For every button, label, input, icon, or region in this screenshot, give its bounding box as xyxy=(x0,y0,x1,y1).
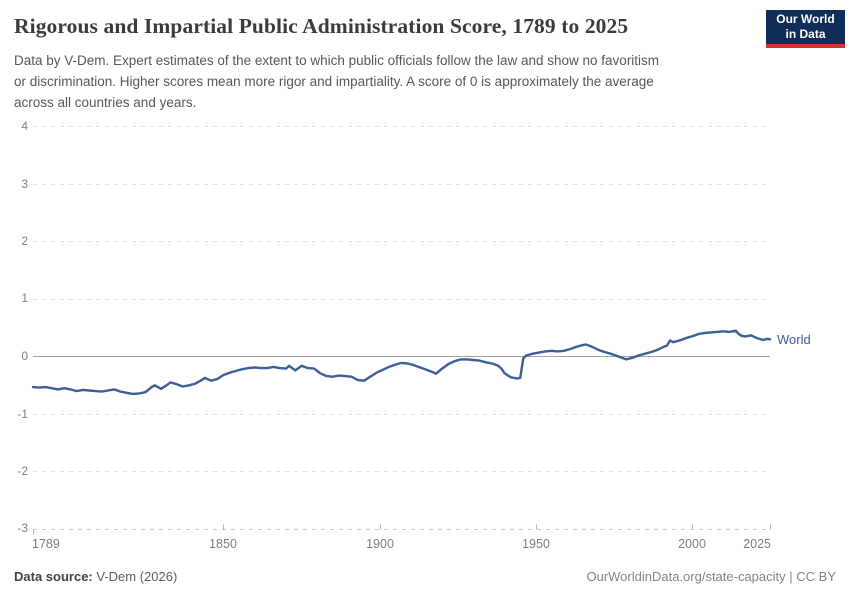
y-tick-label: -2 xyxy=(17,464,28,478)
license-badge[interactable]: CC BY xyxy=(796,569,836,584)
owid-logo[interactable]: Our World in Data xyxy=(766,10,845,48)
subtitle-line: across all countries and years. xyxy=(14,95,197,110)
y-tick-label: 4 xyxy=(21,119,28,133)
y-tick-label: 3 xyxy=(21,177,28,191)
owid-logo-line1: Our World xyxy=(776,12,835,26)
page-title: Rigorous and Impartial Public Administra… xyxy=(14,14,629,38)
series-label-world[interactable]: World xyxy=(777,332,811,347)
data-source-note: Data source: V-Dem (2026) xyxy=(14,569,177,584)
subtitle-line: Data by V-Dem. Expert estimates of the e… xyxy=(14,53,660,68)
y-tick-label: -3 xyxy=(17,521,28,535)
chart-subtitle: Data by V-Dem. Expert estimates of the e… xyxy=(14,50,774,113)
owid-logo-line2: in Data xyxy=(785,27,826,41)
data-source-value: V-Dem (2026) xyxy=(92,569,178,584)
x-tick-label: 1850 xyxy=(209,537,237,551)
y-tick-label: -1 xyxy=(17,407,28,421)
x-tick-label: 1789 xyxy=(32,537,60,551)
y-tick-label: 1 xyxy=(21,291,28,305)
attribution: OurWorldinData.org/state-capacity | CC B… xyxy=(586,569,836,584)
owid-url-link[interactable]: OurWorldinData.org/state-capacity xyxy=(586,569,786,584)
subtitle-line: or discrimination. Higher scores mean mo… xyxy=(14,74,654,89)
x-tick-label: 2000 xyxy=(678,537,706,551)
y-tick-label: 2 xyxy=(21,234,28,248)
y-tick-label: 0 xyxy=(21,349,28,363)
series-line-world[interactable] xyxy=(31,329,772,396)
x-tick-label: 1900 xyxy=(366,537,394,551)
x-tick-label: 2025 xyxy=(743,537,771,551)
attribution-separator: | xyxy=(785,569,797,584)
data-source-label: Data source: xyxy=(14,569,93,584)
x-tick-label: 1950 xyxy=(522,537,550,551)
